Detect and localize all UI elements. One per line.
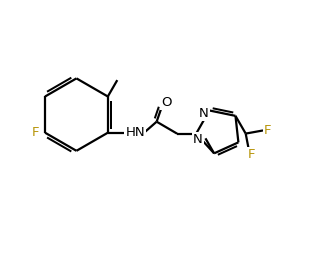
Text: N: N bbox=[199, 107, 209, 120]
Text: HN: HN bbox=[125, 125, 145, 139]
Text: O: O bbox=[161, 96, 171, 109]
Text: F: F bbox=[31, 125, 39, 139]
Text: F: F bbox=[247, 148, 255, 161]
Text: F: F bbox=[264, 124, 272, 137]
Text: N: N bbox=[193, 133, 203, 146]
